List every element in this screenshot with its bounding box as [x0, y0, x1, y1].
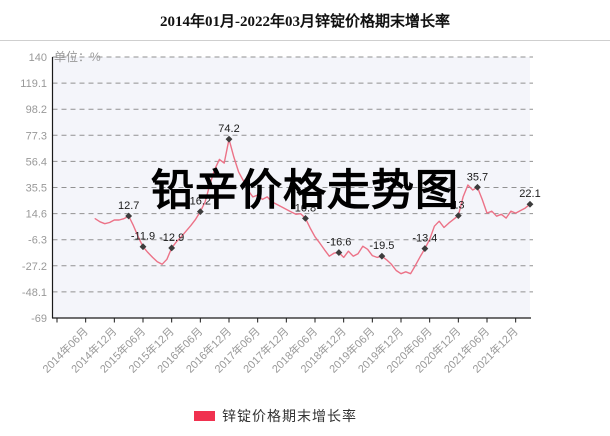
legend-label: 锌锭价格期末增长率	[222, 408, 357, 424]
data-point-label: 74.2	[218, 123, 239, 135]
y-tick-label: -69	[31, 313, 47, 325]
data-point-marker	[526, 200, 534, 208]
y-tick-label: 35.5	[26, 183, 47, 195]
data-point-marker	[139, 243, 147, 251]
title-divider	[0, 40, 610, 41]
data-point-marker	[474, 183, 481, 191]
y-tick-label: 56.4	[26, 156, 47, 168]
data-point-label: 16.2	[190, 196, 211, 208]
data-point-marker	[225, 135, 233, 143]
chart-title: 2014年01月-2022年03月锌锭价格期末增长率	[160, 14, 450, 30]
data-point-label: 13	[452, 200, 464, 212]
data-point-marker	[196, 208, 204, 216]
data-point-label: -13.4	[412, 233, 437, 245]
data-point-label: 12.7	[118, 200, 139, 212]
unit-label: 单位：%	[54, 49, 101, 64]
y-tick-label: -6.3	[28, 235, 47, 247]
y-tick-label: 14.6	[26, 209, 47, 221]
data-point-marker	[168, 244, 176, 252]
data-point-label: 35.7	[467, 171, 488, 183]
data-point-marker	[302, 214, 309, 222]
data-point-marker	[125, 212, 133, 220]
data-point-label: -12.9	[159, 232, 184, 244]
data-point-label: -11.9	[131, 231, 155, 243]
data-point-label: -16.6	[326, 237, 351, 249]
legend-swatch	[194, 411, 215, 421]
y-tick-label: 119.1	[20, 78, 47, 90]
data-point-label: 22.1	[519, 188, 540, 200]
y-tick-label: -27.2	[22, 261, 47, 273]
data-point-label: 10.8	[295, 202, 316, 214]
y-tick-label: -48.1	[22, 287, 47, 299]
data-point-label: -19.5	[369, 240, 394, 252]
data-point-marker	[335, 249, 343, 256]
data-point-marker	[378, 252, 386, 260]
data-point-marker	[421, 245, 429, 252]
legend: 锌锭价格期末增长率	[194, 406, 357, 426]
watermark-text: 铅辛价格走势图	[151, 167, 459, 215]
y-tick-label: 77.3	[26, 130, 47, 142]
data-point-marker	[454, 212, 462, 219]
y-tick-label: 98.2	[26, 104, 47, 116]
y-tick-label: 140	[29, 52, 47, 64]
